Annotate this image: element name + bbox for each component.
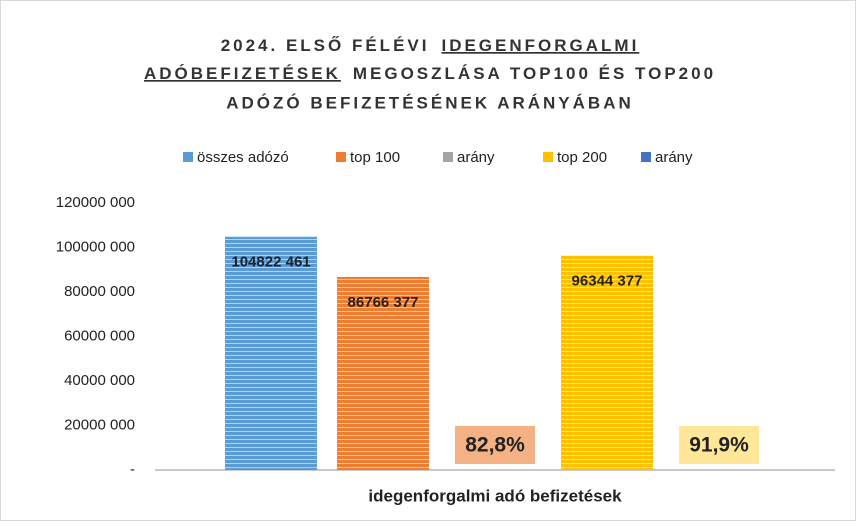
legend-label: arány [457,149,495,166]
legend-label: összes adózó [197,149,289,166]
title-part: 2024. ELSŐ FÉLÉVI [221,36,430,55]
legend-swatch [183,152,193,162]
legend-label: arány [655,149,693,166]
x-tick-label: idegenforgalmi adó befizetések [368,486,622,505]
data-label: 86766 377 [348,294,419,311]
legend-label: top 100 [350,149,400,166]
legend-swatch [543,152,553,162]
data-label: 104822 461 [231,254,310,271]
y-tick-label: - [130,461,135,478]
data-label: 91,9% [689,434,749,457]
y-tick-label: 80000 000 [64,283,135,300]
y-tick-label: 100000 000 [56,238,135,255]
y-tick-label: 40000 000 [64,372,135,389]
title-part: IDEGENFORGALMI [441,36,639,55]
y-tick-label: 60000 000 [64,327,135,344]
data-label: 82,8% [465,434,525,457]
chart-title: ADÓZÓ BEFIZETÉSÉNEK ARÁNYÁBAN [226,93,634,112]
legend-label: top 200 [557,149,607,166]
title-part: ADÓBEFIZETÉSEK [144,64,341,83]
legend-swatch [336,152,346,162]
title-part: MEGOSZLÁSA TOP100 ÉS TOP200 [353,64,716,83]
y-tick-label: 120000 000 [56,194,135,211]
chart-title: ADÓBEFIZETÉSEK MEGOSZLÁSA TOP100 ÉS TOP20… [144,64,716,83]
legend-swatch [443,152,453,162]
legend-swatch [641,152,651,162]
bar [225,237,317,470]
y-tick-label: 20000 000 [64,416,135,433]
data-label: 96344 377 [572,273,643,290]
